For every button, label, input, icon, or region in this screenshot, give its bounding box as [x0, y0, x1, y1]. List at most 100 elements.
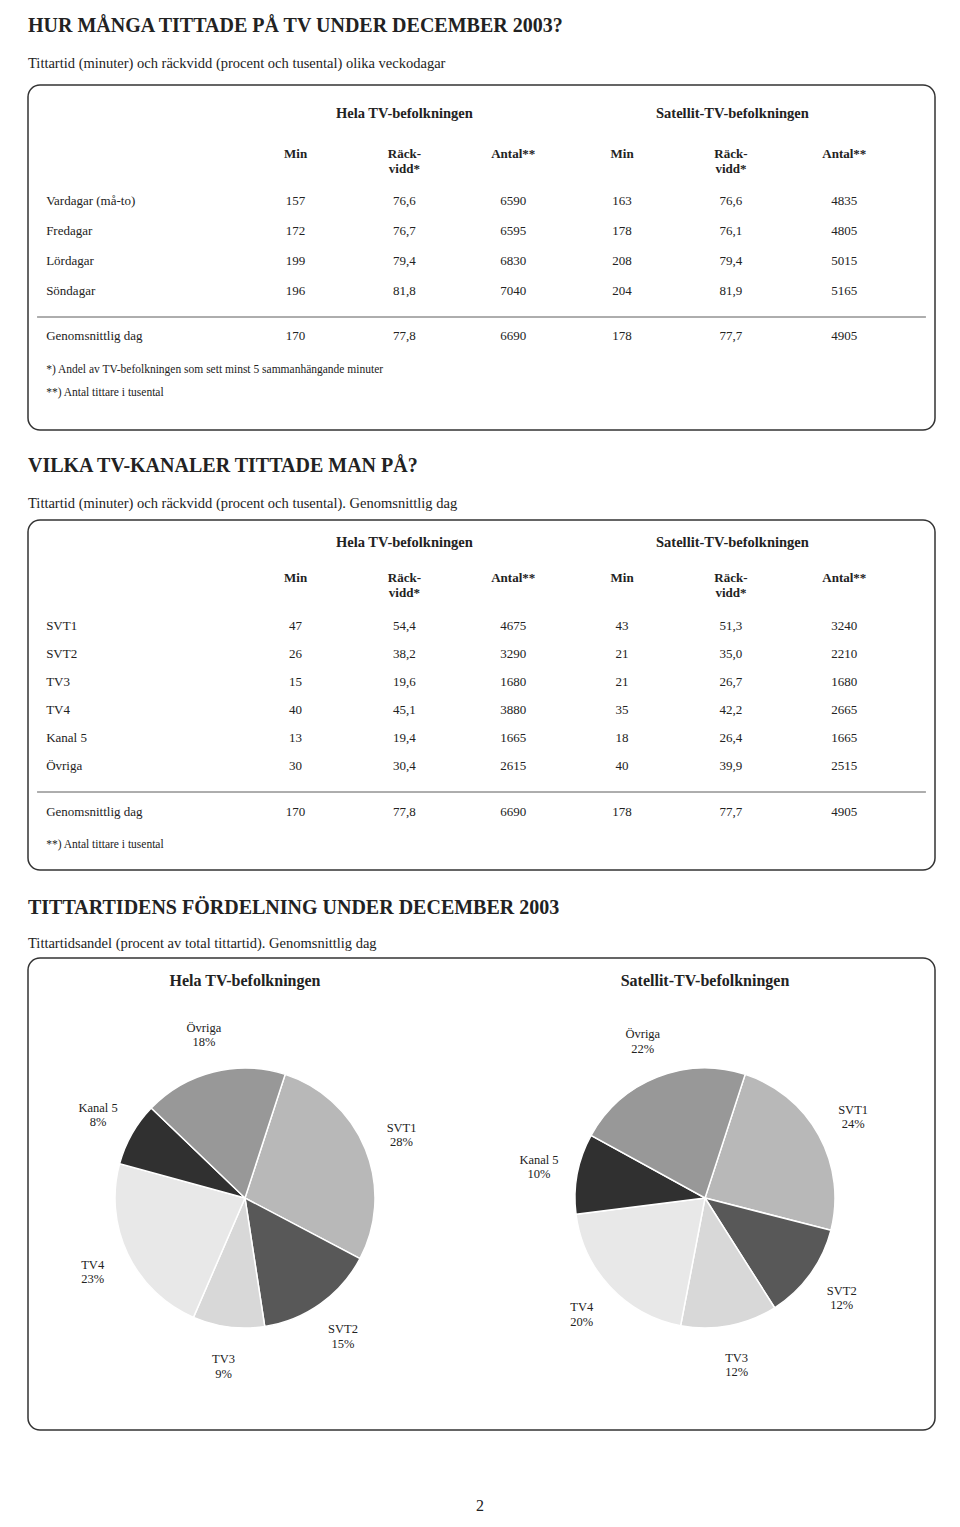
slice-name: SVT2 — [328, 1322, 358, 1336]
table-cell: 40 — [289, 702, 302, 717]
data-label: TV420% — [570, 1300, 594, 1328]
pie-title: Hela TV-befolkningen — [170, 972, 321, 990]
row-label: Vardagar (må-to) — [46, 193, 135, 208]
table-cell: 38,2 — [393, 646, 416, 661]
table-cell: 26 — [289, 646, 303, 661]
column-header: Räck-vidd* — [388, 570, 421, 600]
data-label: SVT128% — [387, 1121, 417, 1149]
table-cell: 21 — [616, 674, 629, 689]
table-cell: 40 — [616, 758, 629, 773]
column-group-header: Hela TV-befolkningen — [336, 105, 473, 121]
table: Hela TV-befolkningenSatellit-TV-befolkni… — [37, 534, 926, 851]
table-cell: 30 — [289, 758, 302, 773]
slice-name: TV3 — [212, 1352, 235, 1366]
pie-slice — [591, 1068, 745, 1198]
slice-value: 24% — [842, 1117, 865, 1131]
column-group-header: Hela TV-befolkningen — [336, 534, 473, 550]
section-title: TITTARTIDENS FÖRDELNING UNDER DECEMBER 2… — [28, 896, 559, 918]
pie-slice — [576, 1198, 705, 1326]
table-cell: 1665 — [500, 730, 526, 745]
section-subtitle: Tittartid (minuter) och räckvidd (procen… — [28, 495, 457, 512]
table-cell: 3240 — [831, 618, 857, 633]
data-label: Övriga22% — [625, 1027, 660, 1055]
slice-value: 12% — [725, 1365, 748, 1379]
table-cell: 35,0 — [720, 646, 743, 661]
table-cell: 1680 — [831, 674, 857, 689]
section-frame — [28, 85, 935, 430]
table-cell: 30,4 — [393, 758, 416, 773]
slice-value: 15% — [332, 1337, 355, 1351]
table-cell: 77,7 — [720, 804, 743, 819]
slice-name: SVT1 — [838, 1103, 868, 1117]
pie: SVT124%SVT212%TV312%TV420%Kanal 510%Övri… — [519, 1027, 868, 1379]
table-cell: 45,1 — [393, 702, 416, 717]
data-label: Kanal 58% — [78, 1101, 117, 1129]
data-label: SVT212% — [827, 1284, 857, 1312]
data-label: TV312% — [725, 1351, 748, 1379]
table: Hela TV-befolkningen Satellit-TV-befolkni… — [37, 105, 926, 399]
table-cell: 1680 — [500, 674, 526, 689]
table-cell: 39,9 — [720, 758, 743, 773]
table-cell: 35 — [616, 702, 629, 717]
column-group-header: Satellit-TV-befolkningen — [656, 105, 809, 121]
row-label: Fredagar — [46, 223, 93, 238]
table-cell: 6690 — [500, 804, 526, 819]
table-cell: 54,4 — [393, 618, 416, 633]
table-cell: 76,1 — [720, 223, 743, 238]
slice-name: SVT1 — [387, 1121, 417, 1135]
table-cell: 163 — [612, 193, 632, 208]
table-cell: 1665 — [831, 730, 857, 745]
table-cell: 6595 — [500, 223, 526, 238]
section-subtitle: Tittartid (minuter) och räckvidd (procen… — [28, 55, 446, 72]
row-label: SVT1 — [46, 618, 77, 633]
table-cell: 196 — [286, 283, 306, 298]
column-header: Räck-vidd* — [714, 146, 747, 176]
row-label: TV3 — [46, 674, 70, 689]
table-cell: 208 — [612, 253, 632, 268]
table-cell: 21 — [616, 646, 629, 661]
slice-name: TV4 — [570, 1300, 594, 1314]
table-cell: 77,7 — [720, 328, 743, 343]
table-cell: 15 — [289, 674, 302, 689]
section-frame — [28, 520, 935, 870]
column-header: Antal** — [491, 570, 535, 585]
table-cell: 3880 — [500, 702, 526, 717]
separator — [37, 317, 926, 318]
slice-value: 20% — [570, 1315, 593, 1329]
table-cell: 2615 — [500, 758, 526, 773]
text-line: vidd* — [389, 161, 420, 176]
table-cell: 19,6 — [393, 674, 416, 689]
row-label: Kanal 5 — [46, 730, 87, 745]
table-cell: 170 — [286, 328, 306, 343]
page: HUR MÅNGA TITTADE PÅ TV UNDER DECEMBER 2… — [0, 0, 960, 1527]
table-cell: 2665 — [831, 702, 857, 717]
table-cell: 178 — [612, 804, 632, 819]
slice-value: 18% — [192, 1035, 215, 1049]
text-line: Räck- — [714, 146, 747, 161]
column-header: Räck-vidd* — [388, 146, 421, 176]
data-label: Övriga18% — [187, 1021, 222, 1049]
pie-title: Satellit-TV-befolkningen — [621, 972, 790, 990]
text-line: Räck- — [388, 146, 421, 161]
table-cell: 19,4 — [393, 730, 416, 745]
table-cell: 42,2 — [720, 702, 743, 717]
table-cell: 3290 — [500, 646, 526, 661]
table-cell: 2515 — [831, 758, 857, 773]
pie-slice — [151, 1068, 285, 1198]
table-cell: 79,4 — [720, 253, 743, 268]
table-cell: 199 — [286, 253, 306, 268]
column-header: Antal** — [822, 570, 866, 585]
slice-name: TV3 — [725, 1351, 748, 1365]
row-label: Söndagar — [46, 283, 96, 298]
table-cell: 76,6 — [393, 193, 416, 208]
table-cell: 76,6 — [720, 193, 743, 208]
text-line: Räck- — [714, 570, 747, 585]
footnote: **) Antal tittare i tusental — [46, 386, 164, 399]
page-number: 2 — [476, 1497, 484, 1514]
section-subtitle: Tittartidsandel (procent av total tittar… — [28, 935, 377, 952]
table-cell: 170 — [286, 804, 306, 819]
section-title: HUR MÅNGA TITTADE PÅ TV UNDER DECEMBER 2… — [28, 14, 563, 36]
pie: SVT128%SVT215%TV39%TV423%Kanal 58%Övriga… — [78, 1021, 416, 1381]
slice-name: Kanal 5 — [78, 1101, 117, 1115]
table-cell: 6830 — [500, 253, 526, 268]
